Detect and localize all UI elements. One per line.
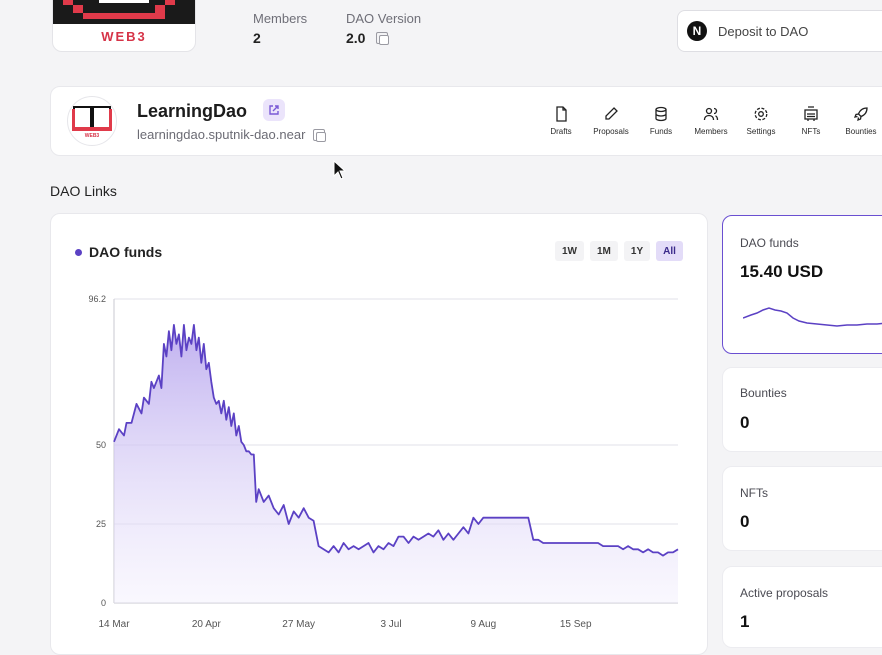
copy-icon[interactable] <box>375 32 389 45</box>
nav-bounties[interactable]: Bounties <box>836 106 882 136</box>
drafts-icon <box>556 106 567 122</box>
funds-icon <box>655 106 667 122</box>
dao-logo-top: WEB3 <box>52 0 196 52</box>
dao-version-value: 2.0 <box>346 30 366 46</box>
x-tick-label: 3 Jul <box>380 619 401 630</box>
deposit-to-dao-button[interactable]: N Deposit to DAO <box>677 10 882 52</box>
summary-value: 15.40 USD <box>740 262 824 281</box>
nav-label: Drafts <box>550 127 572 136</box>
near-icon: N <box>687 21 707 41</box>
nav-label: Funds <box>649 127 673 136</box>
x-tick-label: 14 Mar <box>98 619 130 630</box>
dao-funds-chart-card: DAO funds 1W 1M 1Y All 0 25 50 96.2 14 Mar 20… <box>50 213 708 655</box>
dao-funds-summary-card[interactable]: DAO funds 15.40 USD <box>722 215 882 354</box>
nav-funds[interactable]: Funds <box>636 106 686 136</box>
external-link-icon <box>269 105 279 115</box>
summary-value: 0 <box>740 413 750 432</box>
book-logo-icon <box>72 106 112 131</box>
bounties-icon <box>853 107 868 122</box>
summary-label: DAO funds <box>740 236 799 250</box>
range-1w-button[interactable]: 1W <box>555 241 584 261</box>
nav-label: Bounties <box>845 127 877 136</box>
range-selector: 1W 1M 1Y All <box>549 241 683 261</box>
mouse-cursor-icon <box>333 160 347 180</box>
active-proposals-summary-card[interactable]: Active proposals 1 <box>722 566 882 648</box>
external-link-button[interactable] <box>263 99 285 121</box>
dao-address: learningdao.sputnik-dao.near <box>137 127 306 142</box>
chart-legend: DAO funds <box>75 244 162 260</box>
range-all-button[interactable]: All <box>656 241 683 261</box>
legend-dot-icon <box>75 249 82 256</box>
nav-drafts[interactable]: Drafts <box>536 106 586 136</box>
funds-series-line <box>113 324 679 557</box>
funds-area-chart: 0 25 50 96.2 14 Mar 20 Apr 27 May 3 Jul 9 Aug 15 … <box>88 294 679 630</box>
nfts-summary-card[interactable]: NFTs 0 <box>722 466 882 551</box>
nav-label: Members <box>694 127 728 136</box>
x-tick-label: 15 Sep <box>560 619 592 630</box>
dao-avatar: WEB3 <box>67 96 117 146</box>
members-icon <box>703 107 719 121</box>
settings-icon <box>754 107 768 121</box>
nav-label: Settings <box>746 127 776 136</box>
dao-version-stat: DAO Version 2.0 <box>346 11 421 48</box>
y-tick-label: 96.2 <box>88 294 106 304</box>
proposals-icon <box>605 107 618 120</box>
nfts-icon <box>804 106 818 121</box>
range-1y-button[interactable]: 1Y <box>623 241 651 261</box>
summary-value: 0 <box>740 512 750 531</box>
summary-label: Bounties <box>740 386 787 400</box>
y-tick-label: 0 <box>101 598 106 608</box>
dao-version-label: DAO Version <box>346 11 422 26</box>
dao-address-row: learningdao.sputnik-dao.near <box>137 127 327 142</box>
x-tick-label: 27 May <box>282 619 315 630</box>
chart-title: DAO funds <box>89 244 163 260</box>
y-tick-label: 25 <box>96 519 106 529</box>
members-stat: Members 2 <box>253 11 307 46</box>
copy-address-icon[interactable] <box>313 128 327 142</box>
funds-sparkline <box>743 307 882 327</box>
nav-label: NFTs <box>801 127 821 136</box>
nav-members[interactable]: Members <box>686 106 736 136</box>
members-value: 2 <box>253 30 261 46</box>
nav-nfts[interactable]: NFTs <box>786 106 836 136</box>
members-label: Members <box>253 11 308 26</box>
summary-label: Active proposals <box>740 586 829 600</box>
y-tick-label: 50 <box>96 440 106 450</box>
avatar-caption: WEB3 <box>84 133 100 139</box>
dao-header-card: WEB3 LearningDao learningdao.sputnik-dao… <box>50 86 882 156</box>
range-1m-button[interactable]: 1M <box>590 241 618 261</box>
summary-label: NFTs <box>740 486 768 500</box>
x-tick-label: 20 Apr <box>192 619 222 630</box>
deposit-label: Deposit to DAO <box>718 23 809 39</box>
dao-links-title: DAO Links <box>50 183 117 199</box>
pixel-logo-icon <box>53 0 195 24</box>
x-tick-label: 9 Aug <box>471 619 497 630</box>
nav-label: Proposals <box>593 127 629 136</box>
summary-value: 1 <box>740 612 750 631</box>
funds-area <box>114 324 678 603</box>
nav-proposals[interactable]: Proposals <box>586 106 636 136</box>
dao-name: LearningDao <box>137 101 248 121</box>
logo-wordmark: WEB3 <box>101 29 147 44</box>
nav-settings[interactable]: Settings <box>736 106 786 136</box>
dao-nav: Drafts Proposals Funds Members Settings … <box>536 106 882 136</box>
bounties-summary-card[interactable]: Bounties 0 <box>722 367 882 452</box>
